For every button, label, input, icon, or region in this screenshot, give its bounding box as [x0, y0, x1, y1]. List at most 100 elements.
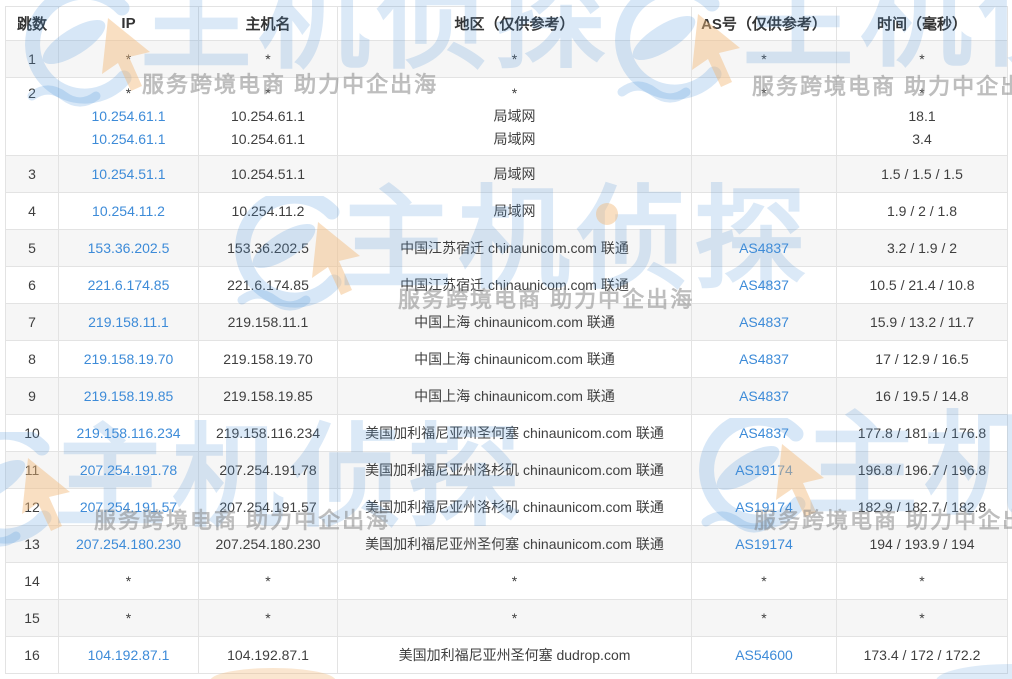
column-header-region: 地区（仅供参考）: [337, 6, 692, 41]
table-row: 9 219.158.19.85 219.158.19.85 中国上海 chinauni…: [5, 377, 1008, 415]
ip-link[interactable]: 207.254.180.230: [75, 535, 182, 552]
ip-link[interactable]: 104.192.87.1: [87, 646, 170, 663]
cell-time: *: [836, 599, 1008, 637]
cell-hop: 2: [5, 77, 59, 156]
cell-hop: 10: [5, 414, 59, 452]
cell-host: 104.192.87.1: [198, 636, 338, 674]
table-row: 12 207.254.191.57 207.254.191.57 美国加利福尼亚州洛杉…: [5, 488, 1008, 526]
cell-time: 196.8 / 196.7 / 196.8: [836, 451, 1008, 489]
table-row: 7 219.158.11.1 219.158.11.1 中国上海 chinaunico…: [5, 303, 1008, 341]
cell-ip: 219.158.19.70: [58, 340, 199, 378]
asn-link[interactable]: AS4837: [739, 350, 789, 367]
table-row: 4 10.254.11.2 10.254.11.2 局域网 1.9 / 2 / 1.8: [5, 192, 1008, 230]
cell-time: 1.9 / 2 / 1.8: [836, 192, 1008, 230]
cell-region: 局域网: [337, 155, 692, 193]
ip-link[interactable]: 153.36.202.5: [87, 239, 170, 256]
cell-asn: [691, 192, 837, 230]
cell-time: *: [836, 40, 1008, 78]
cell-ip: 219.158.11.1: [58, 303, 199, 341]
cell-ip: 219.158.116.234: [58, 414, 199, 452]
cell-region: 美国加利福尼亚州圣何塞 chinaunicom.com 联通: [337, 525, 692, 563]
cell-host: 221.6.174.85: [198, 266, 338, 304]
asn-link[interactable]: AS19174: [735, 461, 793, 478]
cell-hop: 15: [5, 599, 59, 637]
cell-host: 219.158.116.234: [198, 414, 338, 452]
cell-asn: AS4837: [691, 303, 837, 341]
traceroute-table: 跳数 IP 主机名 地区（仅供参考） AS号（仅供参考） 时间（毫秒） 1 * * * * * 2 *…: [5, 6, 1008, 674]
asn-link[interactable]: AS4837: [739, 424, 789, 441]
cell-time: *: [836, 562, 1008, 600]
cell-host: 207.254.180.230: [198, 525, 338, 563]
table-row: 13 207.254.180.230 207.254.180.230 美国加利福尼亚州…: [5, 525, 1008, 563]
cell-asn: AS19174: [691, 451, 837, 489]
table-row: 14 * * * * *: [5, 562, 1008, 600]
ip-link[interactable]: 207.254.191.78: [79, 461, 178, 478]
ip-link[interactable]: 10.254.61.1: [91, 108, 166, 124]
table-header: 跳数 IP 主机名 地区（仅供参考） AS号（仅供参考） 时间（毫秒）: [5, 6, 1008, 41]
cell-hop: 12: [5, 488, 59, 526]
cell-time: 173.4 / 172 / 172.2: [836, 636, 1008, 674]
cell-hop: 1: [5, 40, 59, 78]
ip-link[interactable]: 10.254.61.1: [91, 131, 166, 147]
asn-link[interactable]: AS19174: [735, 535, 793, 552]
cell-hop: 8: [5, 340, 59, 378]
cell-hop: 14: [5, 562, 59, 600]
column-header-ip: IP: [58, 6, 199, 41]
cell-region: 局域网: [337, 192, 692, 230]
cell-ip: 207.254.191.57: [58, 488, 199, 526]
cell-region: *: [337, 562, 692, 600]
traceroute-results: 跳数 IP 主机名 地区（仅供参考） AS号（仅供参考） 时间（毫秒） 1 * * * * * 2 *…: [5, 6, 1008, 674]
ip-link[interactable]: 207.254.191.57: [79, 498, 178, 515]
asn-link[interactable]: AS19174: [735, 498, 793, 515]
cell-hop: 5: [5, 229, 59, 267]
cell-host: *: [198, 599, 338, 637]
cell-asn: AS4837: [691, 229, 837, 267]
cell-host: 153.36.202.5: [198, 229, 338, 267]
cell-time: 16 / 19.5 / 14.8: [836, 377, 1008, 415]
ip-link[interactable]: 219.158.19.85: [83, 387, 174, 404]
ip-link[interactable]: 219.158.116.234: [76, 424, 181, 441]
cell-region: 美国加利福尼亚州圣何塞 dudrop.com: [337, 636, 692, 674]
cell-host: 207.254.191.57: [198, 488, 338, 526]
cell-ip: 221.6.174.85: [58, 266, 199, 304]
cell-time: 1.5 / 1.5 / 1.5: [836, 155, 1008, 193]
asn-link[interactable]: AS54600: [735, 646, 793, 663]
table-row: 10 219.158.116.234 219.158.116.234 美国加利福尼亚州…: [5, 414, 1008, 452]
cell-region: *: [337, 40, 692, 78]
cell-region: 中国江苏宿迁 chinaunicom.com 联通: [337, 266, 692, 304]
cell-host: 10.254.51.1: [198, 155, 338, 193]
cell-region: 中国上海 chinaunicom.com 联通: [337, 303, 692, 341]
table-row: 6 221.6.174.85 221.6.174.85 中国江苏宿迁 chinauni…: [5, 266, 1008, 304]
cell-hop: 4: [5, 192, 59, 230]
cell-region: 中国上海 chinaunicom.com 联通: [337, 377, 692, 415]
cell-asn: *: [691, 562, 837, 600]
table-row: 3 10.254.51.1 10.254.51.1 局域网 1.5 / 1.5 / 1…: [5, 155, 1008, 193]
cell-region: 美国加利福尼亚州洛杉矶 chinaunicom.com 联通: [337, 488, 692, 526]
asn-link[interactable]: AS4837: [739, 276, 789, 293]
cell-region: * 局域网 局域网: [337, 77, 692, 156]
cell-host: *: [198, 562, 338, 600]
cell-asn: AS4837: [691, 377, 837, 415]
cell-asn: AS4837: [691, 266, 837, 304]
cell-time: 194 / 193.9 / 194: [836, 525, 1008, 563]
cell-hop: 6: [5, 266, 59, 304]
cell-ip: 153.36.202.5: [58, 229, 199, 267]
cell-host: 219.158.11.1: [198, 303, 338, 341]
cell-asn: AS4837: [691, 340, 837, 378]
table-body: 1 * * * * * 2 * 10.254.61.1 10.254.61.1 * 10.254.6…: [5, 40, 1008, 674]
asn-link[interactable]: AS4837: [739, 313, 789, 330]
cell-ip: 207.254.180.230: [58, 525, 199, 563]
ip-link[interactable]: 219.158.19.70: [83, 350, 174, 367]
cell-host: * 10.254.61.1 10.254.61.1: [198, 77, 338, 156]
asn-link[interactable]: AS4837: [739, 387, 789, 404]
cell-host: *: [198, 40, 338, 78]
ip-link[interactable]: 10.254.51.1: [91, 165, 166, 182]
ip-link[interactable]: 219.158.11.1: [88, 313, 169, 330]
asn-link[interactable]: AS4837: [739, 239, 789, 256]
cell-host: 10.254.11.2: [198, 192, 338, 230]
ip-link[interactable]: 221.6.174.85: [87, 276, 170, 293]
column-header-host: 主机名: [198, 6, 338, 41]
cell-host: 207.254.191.78: [198, 451, 338, 489]
cell-time: 10.5 / 21.4 / 10.8: [836, 266, 1008, 304]
ip-link[interactable]: 10.254.11.2: [92, 202, 165, 219]
